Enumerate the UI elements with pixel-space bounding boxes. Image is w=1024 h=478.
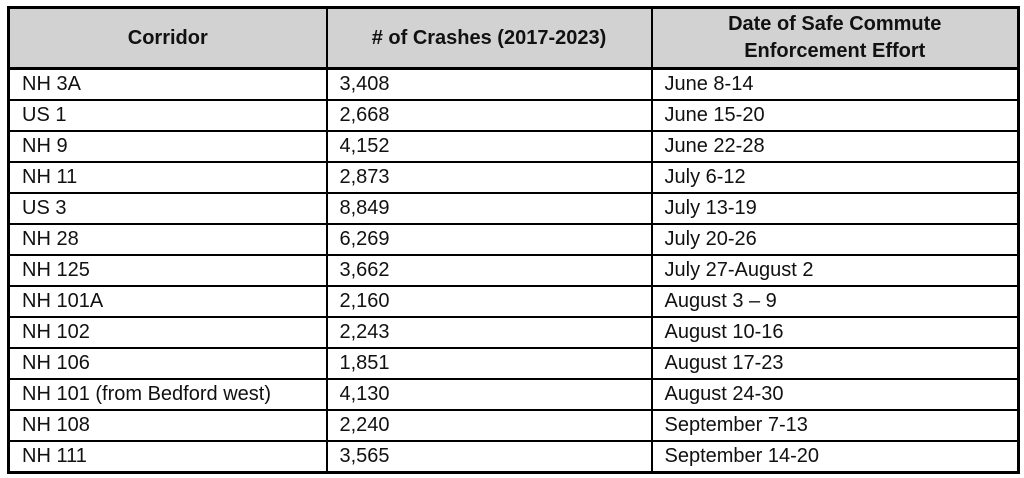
crashes-cell: 1,851: [325, 347, 653, 380]
crashes-cell: 2,160: [325, 285, 653, 318]
crashes-cell: 3,662: [325, 254, 653, 287]
table-row: NH 125 3,662 July 27-August 2: [7, 254, 1020, 287]
column-header-corridor: Corridor: [7, 6, 328, 70]
date-cell: August 10-16: [650, 316, 1020, 349]
table-header: Corridor # of Crashes (2017-2023) Date o…: [7, 6, 1020, 70]
crashes-cell: 2,240: [325, 409, 653, 442]
crashes-cell: 2,873: [325, 161, 653, 194]
column-header-enforcement-date: Date of Safe Commute Enforcement Effort: [650, 6, 1020, 70]
table-row: NH 101A 2,160 August 3 – 9: [7, 285, 1020, 318]
table-row: NH 9 4,152 June 22-28: [7, 130, 1020, 163]
corridor-cell: NH 11: [7, 161, 328, 194]
crashes-cell: 2,243: [325, 316, 653, 349]
date-cell: July 6-12: [650, 161, 1020, 194]
crash-corridor-table: Corridor # of Crashes (2017-2023) Date o…: [7, 6, 1020, 474]
corridor-cell: NH 108: [7, 409, 328, 442]
table-row: NH 3A 3,408 June 8-14: [7, 67, 1020, 101]
corridor-cell: NH 101 (from Bedford west): [7, 378, 328, 411]
crashes-cell: 3,408: [325, 67, 653, 101]
crashes-cell: 6,269: [325, 223, 653, 256]
table-row: NH 111 3,565 September 14-20: [7, 440, 1020, 474]
date-cell: September 14-20: [650, 440, 1020, 474]
corridor-cell: NH 111: [7, 440, 328, 474]
corridor-cell: NH 28: [7, 223, 328, 256]
column-header-crashes: # of Crashes (2017-2023): [325, 6, 653, 70]
table-row: NH 11 2,873 July 6-12: [7, 161, 1020, 194]
table-row: NH 28 6,269 July 20-26: [7, 223, 1020, 256]
table-row: NH 102 2,243 August 10-16: [7, 316, 1020, 349]
table-row: NH 106 1,851 August 17-23: [7, 347, 1020, 380]
date-cell: August 3 – 9: [650, 285, 1020, 318]
date-cell: June 15-20: [650, 99, 1020, 132]
table-row: US 3 8,849 July 13-19: [7, 192, 1020, 225]
table-body: NH 3A 3,408 June 8-14 US 1 2,668 June 15-20 NH…: [7, 67, 1020, 474]
date-cell: August 17-23: [650, 347, 1020, 380]
corridor-cell: US 3: [7, 192, 328, 225]
corridor-cell: NH 106: [7, 347, 328, 380]
corridor-cell: US 1: [7, 99, 328, 132]
date-cell: June 8-14: [650, 67, 1020, 101]
corridor-cell: NH 102: [7, 316, 328, 349]
crashes-cell: 8,849: [325, 192, 653, 225]
corridor-cell: NH 3A: [7, 67, 328, 101]
date-cell: June 22-28: [650, 130, 1020, 163]
date-cell: August 24-30: [650, 378, 1020, 411]
date-cell: July 27-August 2: [650, 254, 1020, 287]
corridor-cell: NH 101A: [7, 285, 328, 318]
header-row: Corridor # of Crashes (2017-2023) Date o…: [7, 6, 1020, 70]
crashes-cell: 4,152: [325, 130, 653, 163]
crashes-cell: 2,668: [325, 99, 653, 132]
date-cell: September 7-13: [650, 409, 1020, 442]
table-row: NH 101 (from Bedford west) 4,130 August 24…: [7, 378, 1020, 411]
table-row: US 1 2,668 June 15-20: [7, 99, 1020, 132]
crashes-cell: 3,565: [325, 440, 653, 474]
crashes-cell: 4,130: [325, 378, 653, 411]
corridor-cell: NH 125: [7, 254, 328, 287]
corridor-cell: NH 9: [7, 130, 328, 163]
date-cell: July 20-26: [650, 223, 1020, 256]
table-row: NH 108 2,240 September 7-13: [7, 409, 1020, 442]
date-cell: July 13-19: [650, 192, 1020, 225]
